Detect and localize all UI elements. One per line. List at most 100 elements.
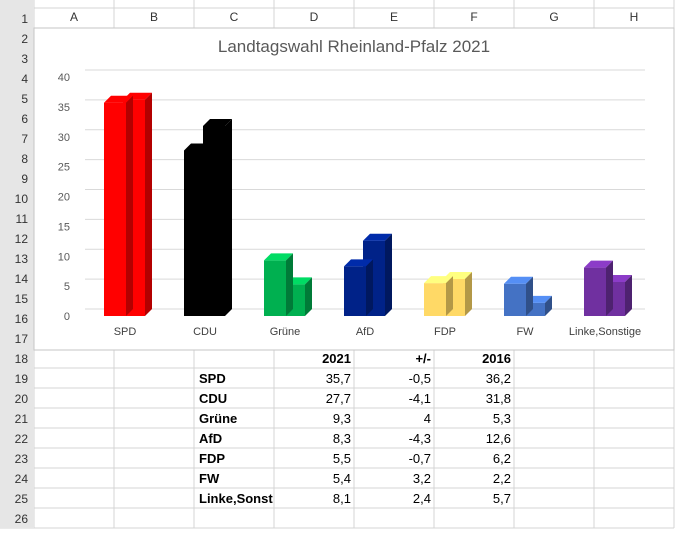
column-label-E[interactable]: E (390, 10, 398, 24)
table-row: CDU 27,7 -4,1 31,8 (199, 391, 511, 406)
y-tick-label: 0 (64, 311, 70, 323)
diff-cell[interactable]: -0,5 (409, 371, 431, 386)
value-2016-cell[interactable]: 5,7 (493, 491, 511, 506)
column-label-H[interactable]: H (630, 10, 639, 24)
row-header-16[interactable]: 16 (15, 312, 29, 326)
x-tick-label: SPD (114, 326, 137, 338)
row-header-14[interactable]: 14 (15, 272, 29, 286)
party-cell[interactable]: FW (199, 471, 220, 486)
bar-2021-SPD (104, 95, 133, 316)
row-header-9[interactable]: 9 (21, 172, 28, 186)
chart-title: Landtagswahl Rheinland-Pfalz 2021 (218, 37, 490, 56)
table-row: AfD 8,3 -4,3 12,6 (199, 431, 511, 446)
value-2016-cell[interactable]: 12,6 (486, 431, 511, 446)
table-row: FW 5,4 3,2 2,2 (199, 471, 511, 486)
column-label-D[interactable]: D (310, 10, 319, 24)
party-cell[interactable]: CDU (199, 391, 227, 406)
y-tick-label: 5 (64, 281, 70, 293)
bar-2021-FW (504, 276, 533, 316)
value-2021-cell[interactable]: 5,4 (333, 471, 351, 486)
value-2021-cell[interactable]: 35,7 (326, 371, 351, 386)
row-header-17[interactable]: 17 (15, 332, 29, 346)
x-tick-label: Linke,Sonstige (569, 326, 641, 338)
x-tick-label: FW (516, 326, 534, 338)
diff-cell[interactable]: -4,3 (409, 431, 431, 446)
party-cell[interactable]: SPD (199, 371, 226, 386)
chart[interactable]: Landtagswahl Rheinland-Pfalz 2021 0 5 10 15… (33, 27, 675, 351)
row-header-12[interactable]: 12 (15, 232, 29, 246)
value-2021-cell[interactable]: 8,3 (333, 431, 351, 446)
chart-y-axis: 0 5 10 15 20 25 30 35 40 (58, 72, 70, 323)
party-cell[interactable]: FDP (199, 451, 225, 466)
party-cell[interactable]: Linke,Sonstige (199, 491, 291, 506)
column-label-A[interactable]: A (70, 10, 78, 24)
row-header-24[interactable]: 24 (15, 472, 29, 486)
row-header-20[interactable]: 20 (15, 392, 29, 406)
party-cell[interactable]: AfD (199, 431, 222, 446)
row-header-8[interactable]: 8 (21, 152, 28, 166)
header-2021[interactable]: 2021 (322, 351, 351, 366)
table-row: FDP 5,5 -0,7 6,2 (199, 451, 511, 466)
bar-2021-Linke,Sonstige (584, 260, 613, 316)
bar-2021-CDU (184, 143, 213, 316)
row-header-7[interactable]: 7 (21, 132, 28, 146)
row-header-21[interactable]: 21 (15, 412, 29, 426)
table-row: Linke,Sonstige 8,1 2,4 5,7 (199, 491, 511, 506)
row-header-25[interactable]: 25 (15, 492, 29, 506)
row-header-22[interactable]: 22 (15, 432, 29, 446)
row-header-18[interactable]: 18 (15, 352, 29, 366)
row-header-23[interactable]: 23 (15, 452, 29, 466)
value-2016-cell[interactable]: 6,2 (493, 451, 511, 466)
chart-bars (104, 92, 632, 317)
diff-cell[interactable]: -4,1 (409, 391, 431, 406)
row-header-2[interactable]: 2 (21, 32, 28, 46)
row-header-10[interactable]: 10 (15, 192, 29, 206)
y-tick-label: 25 (58, 162, 70, 174)
row-header-19[interactable]: 19 (15, 372, 29, 386)
y-tick-label: 30 (58, 132, 70, 144)
diff-cell[interactable]: 3,2 (413, 471, 431, 486)
row-header-5[interactable]: 5 (21, 92, 28, 106)
row-header-3[interactable]: 3 (21, 52, 28, 66)
row-header-6[interactable]: 6 (21, 112, 28, 126)
y-tick-label: 40 (58, 72, 70, 84)
x-tick-label: Grüne (270, 326, 301, 338)
row-header-26[interactable]: 26 (15, 512, 29, 526)
diff-cell[interactable]: -0,7 (409, 451, 431, 466)
y-tick-label: 35 (58, 102, 70, 114)
column-label-F[interactable]: F (470, 10, 477, 24)
value-2016-cell[interactable]: 36,2 (486, 371, 511, 386)
y-tick-label: 10 (58, 251, 70, 263)
value-2016-cell[interactable]: 31,8 (486, 391, 511, 406)
bar-2021-Grüne (264, 253, 293, 316)
diff-cell[interactable]: 4 (424, 411, 431, 426)
row-header-bar (0, 0, 34, 528)
column-label-B[interactable]: B (150, 10, 158, 24)
value-2021-cell[interactable]: 8,1 (333, 491, 351, 506)
row-header-4[interactable]: 4 (21, 72, 28, 86)
row-header-15[interactable]: 15 (15, 292, 29, 306)
value-2021-cell[interactable]: 5,5 (333, 451, 351, 466)
party-cell[interactable]: Grüne (199, 411, 237, 426)
table-row: SPD 35,7 -0,5 36,2 (199, 371, 511, 386)
column-label-C[interactable]: C (230, 10, 239, 24)
x-tick-label: FDP (434, 326, 456, 338)
header-2016[interactable]: 2016 (482, 351, 511, 366)
column-headers: A B C D E F G HA B C D E F G H (70, 10, 638, 24)
row-header-13[interactable]: 13 (15, 252, 29, 266)
value-2016-cell[interactable]: 2,2 (493, 471, 511, 486)
value-2021-cell[interactable]: 27,7 (326, 391, 351, 406)
diff-cell[interactable]: 2,4 (413, 491, 431, 506)
row-header-11[interactable]: 11 (16, 212, 29, 226)
value-2016-cell[interactable]: 5,3 (493, 411, 511, 426)
header-diff[interactable]: +/- (415, 351, 431, 366)
column-header-strip: A B C D E F G H (70, 10, 638, 24)
y-tick-label: 15 (58, 221, 70, 233)
chart-x-axis: SPD CDU Grüne AfD FDP FW Linke,Sonstige (114, 326, 641, 338)
row-header-1[interactable]: 1 (21, 12, 28, 26)
x-tick-label: CDU (193, 326, 217, 338)
row-headers: 1234567891011121314151617181920212223242… (0, 0, 34, 528)
column-label-G[interactable]: G (549, 10, 558, 24)
value-2021-cell[interactable]: 9,3 (333, 411, 351, 426)
